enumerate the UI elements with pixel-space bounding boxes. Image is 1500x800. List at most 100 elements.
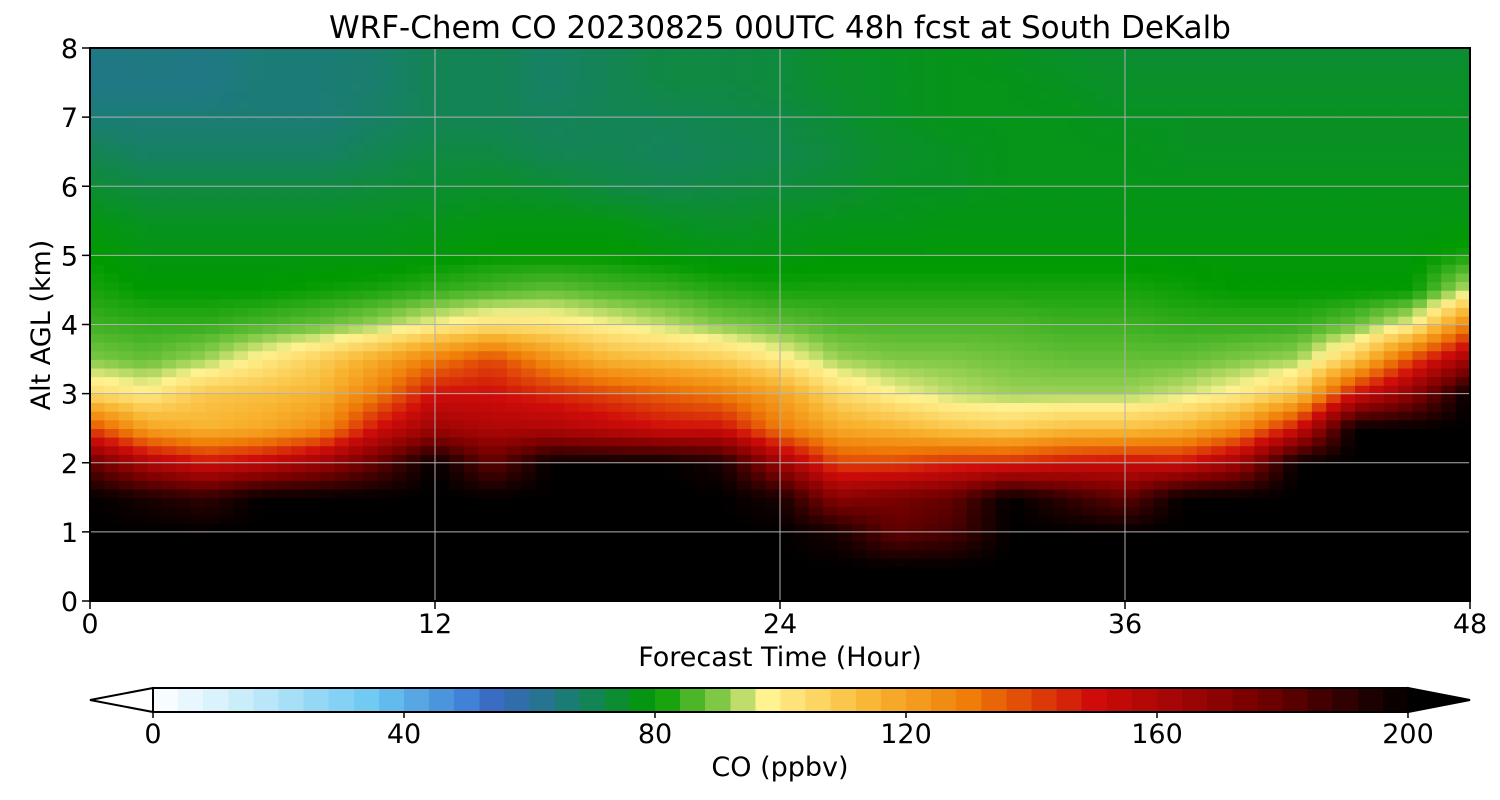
- heatmap-cell: [550, 56, 566, 67]
- heatmap-cell: [435, 315, 451, 326]
- heatmap-cell: [794, 143, 810, 153]
- heatmap-cell: [176, 428, 192, 438]
- heatmap-cell: [550, 48, 566, 58]
- heatmap-cell: [1053, 238, 1069, 248]
- heatmap-cell: [205, 82, 221, 92]
- heatmap-cell: [391, 523, 408, 533]
- heatmap-cell: [693, 220, 709, 231]
- heatmap-cell: [923, 359, 939, 369]
- heatmap-cell: [90, 531, 106, 542]
- heatmap-cell: [190, 497, 206, 507]
- heatmap-cell: [161, 56, 178, 67]
- heatmap-cell: [219, 540, 235, 550]
- heatmap-cell: [391, 307, 408, 317]
- heatmap-cell: [248, 428, 264, 438]
- heatmap-cell: [780, 341, 796, 352]
- heatmap-cell: [1110, 523, 1126, 533]
- heatmap-cell: [190, 91, 206, 101]
- heatmap-cell: [722, 393, 738, 404]
- heatmap-cell: [665, 419, 681, 429]
- heatmap-cell: [621, 419, 638, 429]
- heatmap-cell: [995, 281, 1011, 291]
- heatmap-cell: [665, 125, 681, 136]
- heatmap-cell: [363, 514, 379, 525]
- heatmap-cell: [420, 151, 436, 162]
- heatmap-cell: [435, 566, 451, 576]
- heatmap-cell: [679, 540, 695, 550]
- heatmap-cell: [621, 324, 638, 334]
- heatmap-cell: [966, 514, 983, 525]
- heatmap-cell: [1110, 264, 1126, 274]
- heatmap-cell: [1096, 505, 1112, 516]
- heatmap-cell: [808, 557, 824, 568]
- heatmap-cell: [966, 91, 983, 101]
- heatmap-cell: [578, 324, 594, 334]
- heatmap-cell: [492, 91, 508, 101]
- heatmap-cell: [866, 376, 882, 386]
- heatmap-cell: [363, 56, 379, 67]
- heatmap-cell: [550, 350, 566, 360]
- heatmap-cell: [823, 56, 839, 67]
- heatmap-cell: [981, 151, 997, 162]
- heatmap-cell: [1110, 212, 1126, 222]
- heatmap-cell: [463, 65, 479, 75]
- heatmap-cell: [708, 402, 724, 412]
- heatmap-cell: [1067, 289, 1083, 300]
- heatmap-cell: [435, 82, 451, 92]
- heatmap-cell: [1168, 454, 1184, 464]
- heatmap-cell: [262, 194, 278, 205]
- heatmap-cell: [837, 255, 853, 265]
- heatmap-cell: [161, 177, 178, 188]
- heatmap-cell: [636, 73, 652, 84]
- heatmap-cell: [866, 402, 882, 412]
- heatmap-cell: [535, 56, 551, 67]
- heatmap-cell: [1110, 272, 1126, 283]
- heatmap-cell: [607, 56, 623, 67]
- heatmap-cell: [1024, 194, 1040, 205]
- heatmap-cell: [104, 264, 120, 274]
- heatmap-cell: [391, 480, 408, 490]
- heatmap-cell: [1024, 488, 1040, 499]
- heatmap-cell: [492, 575, 508, 585]
- heatmap-cell: [550, 177, 566, 188]
- heatmap-cell: [636, 48, 652, 58]
- heatmap-cell: [420, 454, 436, 464]
- heatmap-cell: [176, 48, 192, 58]
- heatmap-cell: [1010, 531, 1026, 542]
- heatmap-cell: [1182, 333, 1198, 343]
- heatmap-cell: [995, 480, 1011, 490]
- heatmap-cell: [348, 143, 364, 153]
- heatmap-cell: [1125, 160, 1141, 170]
- heatmap-cell: [1153, 134, 1169, 144]
- heatmap-cell: [736, 160, 753, 170]
- heatmap-cell: [578, 307, 594, 317]
- heatmap-cell: [377, 307, 393, 317]
- heatmap-cell: [492, 56, 508, 67]
- heatmap-cell: [291, 531, 307, 542]
- heatmap-cell: [794, 333, 810, 343]
- heatmap-cell: [995, 419, 1011, 429]
- heatmap-cell: [1096, 117, 1112, 127]
- heatmap-cell: [607, 583, 623, 594]
- heatmap-cell: [751, 264, 767, 274]
- heatmap-cell: [1125, 367, 1141, 378]
- heatmap-cell: [535, 592, 551, 601]
- heatmap-cell: [823, 281, 839, 291]
- heatmap-cell: [463, 523, 479, 533]
- heatmap-cell: [995, 151, 1011, 162]
- heatmap-cell: [837, 497, 853, 507]
- heatmap-cell: [406, 48, 422, 58]
- heatmap-cell: [550, 298, 566, 309]
- heatmap-cell: [363, 307, 379, 317]
- heatmap-cell: [406, 272, 422, 283]
- heatmap-cell: [363, 367, 379, 378]
- heatmap-cell: [578, 212, 594, 222]
- heatmap-cell: [636, 428, 652, 438]
- heatmap-cell: [276, 307, 293, 317]
- heatmap-cell: [1110, 350, 1126, 360]
- heatmap-cell: [679, 566, 695, 576]
- heatmap-cell: [420, 549, 436, 559]
- heatmap-cell: [176, 350, 192, 360]
- heatmap-cell: [377, 168, 393, 179]
- heatmap-cell: [118, 359, 134, 369]
